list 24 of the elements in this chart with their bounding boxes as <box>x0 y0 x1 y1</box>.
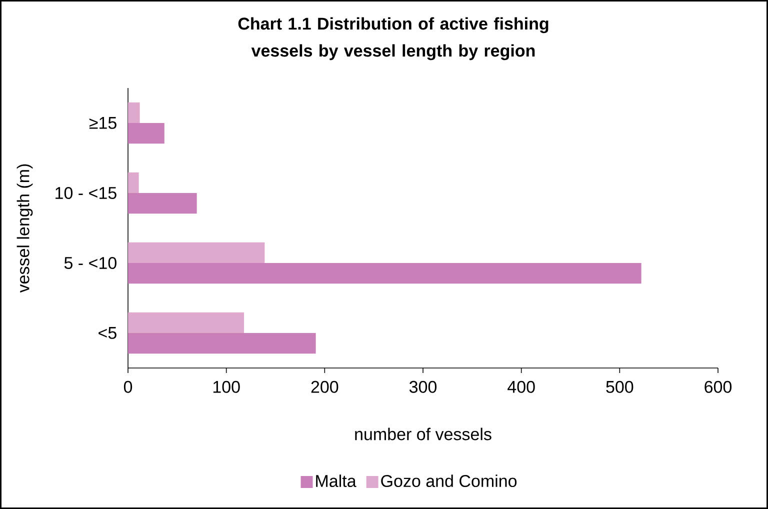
chart-title: Chart 1.1 Distribution of active fishing vessels by vessel length by region <box>238 17 548 60</box>
x-tick-label: 0 <box>124 380 132 393</box>
x-tick-label: 500 <box>606 380 634 393</box>
x-tick-label: 200 <box>311 380 338 393</box>
bar <box>128 312 244 333</box>
bar <box>128 102 140 123</box>
legend-label: Gozo and Comino <box>381 474 517 488</box>
legend-label: Malta <box>316 474 356 488</box>
bar <box>128 123 164 144</box>
y-axis-title: vessel length (m) <box>16 164 33 293</box>
x-tick-label: 100 <box>213 380 240 393</box>
y-tick-label: ≥15 <box>89 117 116 129</box>
x-tick-label: 300 <box>409 380 437 393</box>
bar <box>128 333 316 354</box>
x-tick-label: 400 <box>508 380 535 393</box>
bar <box>128 172 139 193</box>
bar <box>128 193 197 214</box>
bar <box>128 263 642 284</box>
y-tick-label: 10 - <15 <box>56 186 116 200</box>
x-tick-label: 600 <box>704 380 732 393</box>
bar <box>128 242 265 263</box>
y-tick-label: 5 - <10 <box>64 256 116 270</box>
y-tick-label: <5 <box>98 327 116 339</box>
x-axis-title: number of vessels <box>355 428 492 440</box>
